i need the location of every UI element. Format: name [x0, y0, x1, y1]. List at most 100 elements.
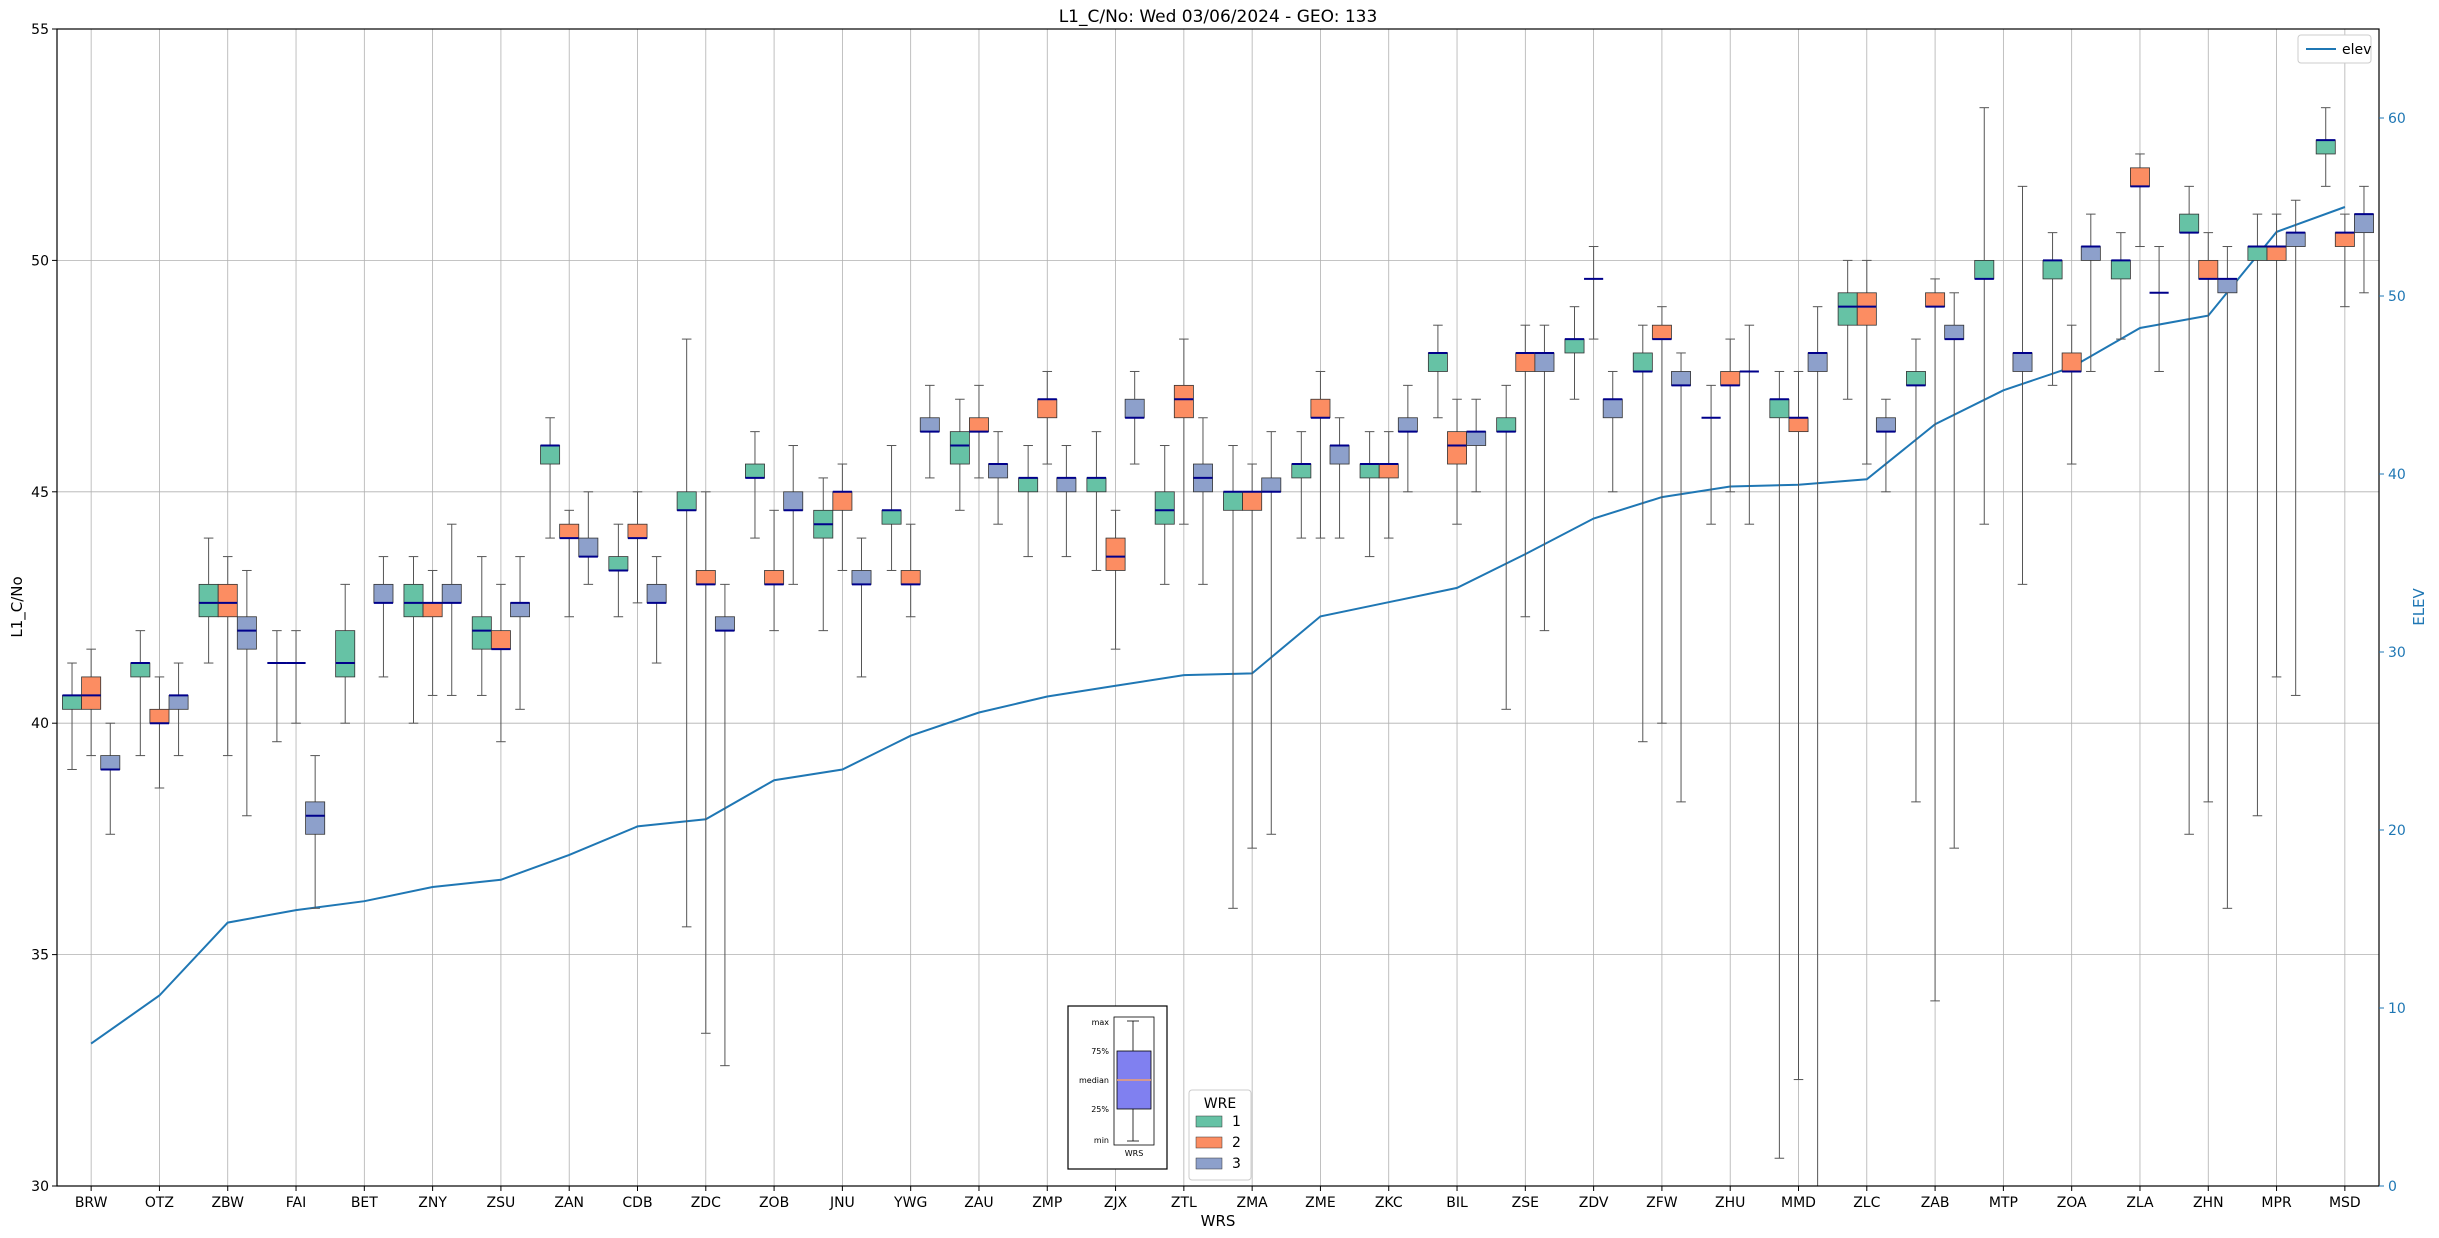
box-zob-wre3: [783, 445, 804, 585]
box-body: [1018, 477, 1039, 493]
x-tick-label-zau: ZAU: [964, 1195, 993, 1211]
box-zdv-wre2: [1584, 246, 1604, 340]
box-body: [2247, 246, 2268, 261]
box-body: [764, 570, 785, 585]
box-zau-wre2: [969, 384, 989, 479]
y-tick-label-40: 40: [31, 716, 49, 732]
box-zau-wre1: [949, 398, 970, 511]
box-zab-wre1: [1906, 338, 1926, 803]
wre-legend-swatch-3: [1195, 1157, 1223, 1170]
box-zhn-wre1: [2179, 185, 2200, 835]
y-tick-label-50: 50: [31, 253, 49, 269]
box-zbw-wre3: [236, 569, 257, 817]
y2-tick-label-60: 60: [2388, 111, 2406, 127]
box-body: [1397, 417, 1418, 433]
box-body: [1875, 417, 1896, 433]
box-zma-wre3: [1261, 431, 1282, 835]
box-body: [1427, 352, 1448, 372]
box-body: [1651, 324, 1672, 340]
box-body: [2198, 259, 2219, 280]
box-zdv-wre1: [1564, 306, 1585, 400]
box-body: [236, 616, 257, 650]
box-zsu-wre2: [490, 583, 511, 743]
box-zme-wre2: [1310, 370, 1331, 539]
box-body: [1310, 398, 1331, 419]
box-key-label-q1: 25%: [1091, 1105, 1109, 1114]
box-body: [490, 630, 511, 650]
elev-legend-label: elev: [2342, 42, 2371, 58]
box-body: [2285, 232, 2306, 247]
box-zkc-wre2: [1378, 431, 1399, 539]
box-zfw-wre2: [1651, 306, 1672, 724]
x-tick-label-zsu: ZSU: [487, 1195, 516, 1211]
elev-legend: elev: [2297, 34, 2372, 64]
box-zoa-wre3: [2080, 213, 2101, 372]
box-mpr-wre3: [2285, 199, 2306, 696]
box-body: [1447, 431, 1467, 465]
box-zdc-wre1: [676, 338, 697, 928]
box-body: [2315, 139, 2336, 155]
box-body: [1807, 352, 1828, 372]
box-brw-wre2: [81, 648, 102, 757]
box-body: [1906, 371, 1926, 386]
box-body: [335, 630, 356, 678]
y2-tick-label-50: 50: [2388, 289, 2406, 305]
wre-legend-label-1: 1: [1232, 1114, 1241, 1130]
box-mtp-wre1: [1974, 107, 1995, 525]
x-tick-label-ztl: ZTL: [1171, 1195, 1197, 1211]
box-zmp-wre3: [1056, 445, 1077, 558]
box-body: [2080, 246, 2101, 261]
box-body: [646, 583, 667, 604]
box-zbw-wre1: [198, 537, 219, 664]
box-jnu-wre1: [813, 477, 834, 632]
box-zfw-wre1: [1632, 324, 1653, 743]
box-body: [62, 695, 82, 710]
box-zlc-wre2: [1856, 259, 1877, 465]
wre-legend-title: WRE: [1204, 1096, 1236, 1112]
box-body: [969, 417, 989, 433]
box-msd-wre3: [2354, 185, 2374, 294]
box-body: [510, 602, 530, 618]
box-zse-wre1: [1496, 384, 1517, 710]
box-body: [714, 616, 735, 632]
box-body: [403, 583, 424, 618]
box-zan-wre2: [559, 509, 580, 618]
box-zau-wre3: [988, 431, 1009, 525]
box-otz-wre3: [168, 662, 189, 757]
box-zme-wre3: [1329, 417, 1350, 539]
box-bil-wre1: [1427, 324, 1448, 419]
box-key-caption: WRS: [1125, 1149, 1144, 1158]
box-body: [1261, 477, 1282, 493]
box-body: [130, 662, 151, 678]
box-ywg-wre3: [919, 384, 940, 479]
box-zab-wre2: [1925, 278, 1946, 1002]
box-ztl-wre1: [1154, 445, 1175, 585]
box-body: [1086, 477, 1107, 493]
box-body: [2217, 278, 2238, 294]
box-body: [1788, 417, 1809, 433]
boxes: [62, 107, 2374, 1187]
box-fai-wre2: [286, 630, 306, 724]
box-body: [1856, 292, 1877, 326]
y-axis-right: 0 10 20 30 40 50 60: [2379, 111, 2406, 1195]
box-body: [1769, 398, 1790, 419]
box-zse-wre3: [1534, 324, 1555, 632]
box-body: [2042, 259, 2063, 280]
box-body: [1671, 371, 1691, 386]
box-ztl-wre2: [1173, 338, 1194, 525]
box-zob-wre2: [764, 509, 785, 632]
x-tick-label-zbw: ZBW: [211, 1195, 244, 1211]
box-body: [1515, 352, 1536, 372]
box-jnu-wre2: [832, 463, 853, 571]
box-body: [1056, 477, 1077, 493]
box-mmd-wre2: [1788, 370, 1809, 1081]
box-body: [1974, 259, 1995, 280]
y2-tick-label-20: 20: [2388, 823, 2406, 839]
box-zan-wre1: [540, 417, 561, 539]
box-body: [745, 463, 765, 479]
box-zjx-wre2: [1105, 509, 1126, 650]
box-bet-wre1: [335, 583, 356, 724]
box-zdc-wre2: [695, 491, 716, 1034]
box-body: [2130, 167, 2150, 187]
